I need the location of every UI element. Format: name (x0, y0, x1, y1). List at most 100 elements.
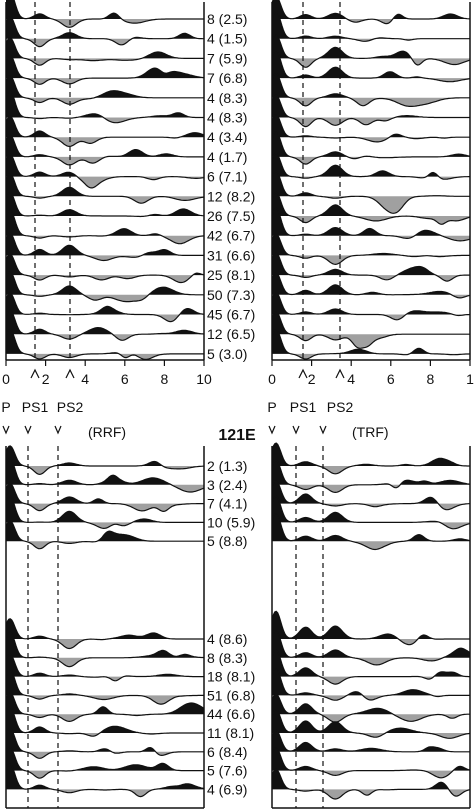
bottom-left-trace (5, 763, 205, 798)
top-left-trace (5, 209, 205, 245)
bottom-right-trace (271, 768, 471, 800)
top-right-trace (271, 291, 471, 321)
top-left-tick-label: 0 (2, 371, 10, 387)
bottom-left-trace (5, 706, 204, 737)
trace-label: 4 (6.9) (207, 781, 247, 797)
trace-label: 4 (8.6) (207, 631, 247, 647)
caret-icon (54, 425, 62, 435)
top-left-trace (5, 15, 204, 48)
bottom-right-trace (271, 729, 470, 753)
caret-icon (292, 425, 300, 435)
top-right-trace (271, 311, 470, 349)
top-right-trace (271, 114, 470, 143)
top-right-trace (271, 328, 471, 360)
top-left-tick-label: 10 (196, 371, 212, 387)
top-right-trace (271, 233, 470, 266)
top-right-trace (271, 152, 470, 180)
bottom-right-trace (271, 480, 470, 511)
bottom-right-trace (271, 459, 471, 494)
top-left-trace (5, 253, 205, 284)
top-right-tick-label: 4 (347, 371, 355, 387)
phase-arrow-icon (65, 368, 75, 379)
trace-label: 4 (8.3) (207, 90, 247, 106)
bottom-left-trace (5, 746, 204, 779)
bottom-left-trace (5, 727, 204, 759)
bottom-left-trace (5, 482, 204, 513)
top-left-tick-label: 2 (42, 371, 50, 387)
trace-label: 6 (8.4) (207, 744, 247, 760)
bottom-right-trace (271, 512, 471, 551)
bottom-left-trace (5, 668, 204, 705)
top-left-trace (5, 74, 204, 105)
top-right-trace (271, 72, 470, 107)
bottom-left-trace (5, 495, 204, 530)
trace-label: 31 (6.6) (207, 247, 255, 263)
top-left-phase-label: PS1 (22, 399, 49, 415)
trace-label: 4 (1.5) (207, 31, 247, 47)
top-right-tick-label: 8 (427, 371, 435, 387)
trace-label: 6 (7.1) (207, 169, 247, 185)
station-name: 121E (218, 427, 256, 444)
bottom-right-trace (271, 667, 470, 701)
trace-label: 18 (8.1) (207, 669, 255, 685)
top-right-tick-label: 2 (308, 371, 316, 387)
trace-label: 3 (2.4) (207, 477, 247, 493)
bottom-right-trace (271, 693, 470, 723)
top-right-phase-label: P (267, 399, 276, 415)
top-left-trace (6, 0, 204, 28)
top-right-phase-label: PS2 (327, 399, 354, 415)
trace-label: 4 (1.7) (207, 149, 247, 165)
trace-label: 42 (6.7) (207, 228, 255, 244)
phase-arrow-icon (298, 368, 308, 379)
trace-label: 12 (8.2) (207, 188, 255, 204)
top-right-trace (271, 131, 471, 165)
bottom-left-trace (5, 691, 205, 723)
trace-label: 7 (4.1) (207, 496, 247, 512)
bottom-right-trace (271, 442, 470, 475)
caret-icon (2, 425, 10, 435)
bottom-left-trace (5, 631, 205, 668)
trace-label: 26 (7.5) (207, 208, 255, 224)
trace-label: 11 (8.1) (207, 725, 254, 741)
rrf-tag: (RRF) (88, 424, 126, 440)
top-left-trace (5, 37, 204, 66)
top-left-trace (5, 153, 205, 189)
top-left-trace (5, 270, 204, 303)
trace-label: 2 (1.3) (207, 458, 247, 474)
top-left-trace (5, 232, 204, 262)
top-right-trace (271, 49, 471, 83)
top-right-trace (271, 0, 471, 25)
top-right-trace (271, 191, 471, 225)
top-right-tick-label: 6 (387, 371, 395, 387)
bottom-right-trace (271, 610, 470, 646)
top-left-phase-label: PS2 (57, 399, 84, 415)
caret-icon (319, 425, 327, 435)
trace-label: 5 (7.6) (207, 763, 247, 779)
top-right-tick-label: 0 (268, 371, 276, 387)
trace-label: 7 (6.8) (207, 70, 247, 86)
top-left-trace (5, 328, 204, 361)
caret-icon (24, 425, 32, 435)
trace-label: 8 (8.3) (207, 650, 247, 666)
top-right-trace (271, 252, 470, 282)
trace-label: 12 (6.5) (207, 326, 255, 342)
trace-label: 8 (2.5) (207, 11, 247, 27)
top-left-trace (5, 115, 205, 148)
bottom-right-trace (271, 747, 471, 779)
trace-label: 50 (7.3) (207, 287, 255, 303)
trace-label: 10 (5.9) (207, 514, 255, 530)
trace-label: 4 (8.3) (207, 110, 247, 126)
top-right-trace (271, 94, 470, 128)
top-right-trace (271, 10, 470, 42)
top-left-tick-label: 8 (161, 371, 169, 387)
trace-label: 25 (8.1) (207, 267, 255, 283)
top-left-trace (5, 134, 204, 166)
top-right-phase-label: PS1 (290, 399, 317, 415)
trace-label: 5 (8.8) (207, 533, 247, 549)
trace-label: 4 (3.4) (207, 129, 247, 145)
top-left-trace (5, 292, 205, 323)
top-right-trace (271, 272, 471, 299)
top-left-trace (5, 90, 204, 124)
top-left-tick-label: 6 (121, 371, 129, 387)
